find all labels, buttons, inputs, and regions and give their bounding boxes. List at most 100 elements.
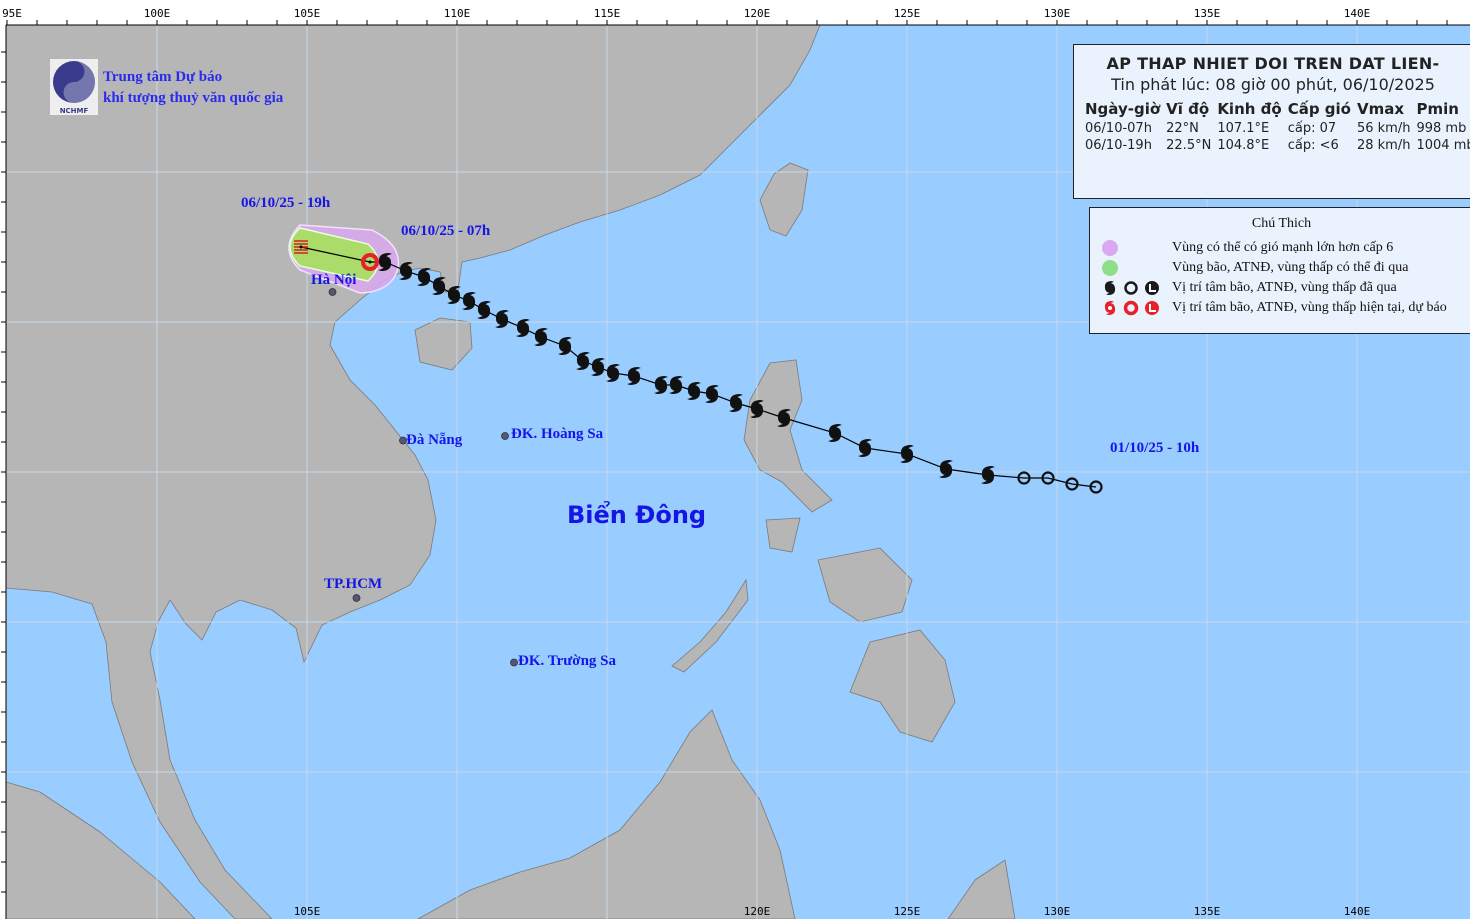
past-storm-marker bbox=[900, 445, 914, 463]
past-storm-marker bbox=[981, 466, 995, 484]
land-palawan bbox=[671, 578, 749, 673]
place-marker bbox=[352, 594, 361, 602]
legend-item-current-position: Vị trí tâm bão, ATNĐ, vùng thấp hiện tại… bbox=[1102, 298, 1447, 318]
land-sumatra bbox=[5, 781, 196, 919]
top-axis-label: 140E bbox=[1343, 7, 1371, 20]
bulletin-issued-time: Tin phát lúc: 08 giờ 00 phút, 06/10/2025 bbox=[1111, 75, 1435, 94]
cell: 104.8°E bbox=[1217, 138, 1270, 153]
place-marker bbox=[328, 288, 337, 296]
col-pmin: Pmin bbox=[1416, 100, 1459, 118]
place-truong-sa: ĐK. Trường Sa bbox=[518, 653, 617, 669]
cell: 998 mb bbox=[1416, 121, 1467, 136]
cell: 28 km/h bbox=[1356, 138, 1411, 153]
storm-track bbox=[294, 240, 1103, 494]
nchmf-logo: NCHMF bbox=[50, 59, 98, 115]
past-storm-marker bbox=[495, 310, 509, 328]
past-storm-marker bbox=[705, 385, 719, 403]
cell: 56 km/h bbox=[1356, 121, 1411, 136]
top-axis-label: 120E bbox=[743, 7, 771, 20]
past-storm-marker bbox=[558, 337, 572, 355]
cell: 22.5°N bbox=[1166, 138, 1212, 153]
col-lat: Vĩ độ bbox=[1166, 100, 1210, 118]
col-vmax: Vmax bbox=[1356, 100, 1405, 118]
land-hainan bbox=[414, 317, 473, 371]
legend-text: Vị trí tâm bão, ATNĐ, vùng thấp hiện tại… bbox=[1172, 300, 1447, 315]
top-axis-label: 100E bbox=[143, 7, 171, 20]
bottom-axis-label: 130E bbox=[1043, 905, 1071, 918]
past-depression-marker bbox=[1065, 477, 1079, 491]
legend-title: Chú Thich bbox=[1251, 216, 1312, 231]
top-axis-label: 115E bbox=[593, 7, 621, 20]
past-position-icons bbox=[1104, 281, 1159, 295]
land-mindoro bbox=[765, 517, 801, 553]
top-axis-label: 130E bbox=[1043, 7, 1071, 20]
past-depression-marker bbox=[1089, 480, 1103, 494]
land-mindanao bbox=[849, 629, 956, 743]
past-storm-marker bbox=[378, 253, 392, 271]
land-visayas bbox=[817, 547, 913, 623]
past-storm-marker bbox=[606, 364, 620, 382]
cell: cấp: 07 bbox=[1287, 121, 1337, 136]
table-header: Ngày-giờ Vĩ độ Kinh độ Cấp gió Vmax Pmin bbox=[1085, 100, 1470, 121]
past-storm-marker bbox=[627, 367, 641, 385]
col-lon: Kinh độ bbox=[1217, 100, 1282, 118]
land-sulawesi bbox=[947, 859, 1016, 919]
top-axis-label: 105E bbox=[293, 7, 321, 20]
past-storm-marker bbox=[858, 439, 872, 457]
cell: 107.1°E bbox=[1217, 121, 1270, 136]
place-marker bbox=[399, 436, 407, 445]
land-taiwan bbox=[759, 162, 809, 237]
bottom-axis-label: 120E bbox=[743, 905, 771, 918]
past-storm-marker bbox=[591, 358, 605, 376]
past-storm-marker bbox=[462, 292, 476, 310]
sea-label-bien-dong: Biển Đông bbox=[567, 501, 707, 529]
start-time-label: 01/10/25 - 10h bbox=[1110, 440, 1200, 456]
legend-item-strong-wind: Vùng có thể có gió mạnh lớn hơn cấp 6 bbox=[1102, 238, 1393, 258]
table-row: 06/10-07h 22°N 107.1°E cấp: 07 56 km/h 9… bbox=[1085, 121, 1470, 138]
past-storm-marker bbox=[399, 262, 413, 280]
table-row: 06/10-19h 22.5°N 104.8°E cấp: <6 28 km/h… bbox=[1085, 138, 1470, 155]
current-position-marker bbox=[361, 253, 379, 271]
cell: 06/10-19h bbox=[1085, 138, 1152, 153]
bottom-axis-label: 135E bbox=[1193, 905, 1221, 918]
past-storm-marker bbox=[777, 409, 791, 427]
past-storm-marker bbox=[654, 376, 668, 394]
legend-item-danger-area: Vùng bão, ATNĐ, vùng thấp có thể đi qua bbox=[1102, 258, 1408, 278]
legend-text: Vùng bão, ATNĐ, vùng thấp có thể đi qua bbox=[1172, 260, 1409, 275]
cell: 06/10-07h bbox=[1085, 121, 1152, 136]
axis-ticks bbox=[1, 20, 1470, 919]
cell: 1004 mb bbox=[1416, 138, 1470, 153]
legend: Chú Thich Vùng có thể có gió mạnh lớn hơ… bbox=[1089, 207, 1470, 334]
org-name-line1: Trung tâm Dự báo bbox=[103, 69, 223, 85]
past-storm-marker bbox=[729, 394, 743, 412]
current-time-label: 06/10/25 - 07h bbox=[401, 223, 491, 239]
past-storm-marker bbox=[447, 286, 461, 304]
org-name: Trung tâm Dự báo khí tượng thuỷ văn quốc… bbox=[103, 67, 283, 109]
bottom-axis-label: 105E bbox=[293, 905, 321, 918]
place-hoang-sa: ĐK. Hoàng Sa bbox=[511, 426, 604, 442]
current-position-center bbox=[368, 260, 372, 264]
col-datetime: Ngày-giờ bbox=[1085, 100, 1161, 118]
forecast-time-label: 06/10/25 - 19h bbox=[241, 195, 331, 211]
place-marker bbox=[510, 658, 518, 667]
purple-circle-icon bbox=[1102, 240, 1118, 256]
legend-item-past-position: Vị trí tâm bão, ATNĐ, vùng thấp đã qua bbox=[1102, 278, 1397, 298]
past-storm-marker bbox=[828, 424, 842, 442]
past-storm-marker bbox=[939, 460, 953, 478]
past-depression-marker bbox=[1017, 471, 1031, 485]
cell: 22°N bbox=[1166, 121, 1199, 136]
top-axis-label: 135E bbox=[1193, 7, 1221, 20]
past-storm-marker bbox=[750, 400, 764, 418]
place-marker bbox=[501, 432, 509, 440]
bottom-axis-label: 140E bbox=[1343, 905, 1371, 918]
past-depression-marker bbox=[1041, 471, 1055, 485]
past-storm-marker bbox=[534, 328, 548, 346]
bottom-axis-label: 125E bbox=[893, 905, 921, 918]
top-axis-label: 95E bbox=[2, 7, 22, 20]
cell: cấp: <6 bbox=[1287, 138, 1339, 153]
col-wind-level: Cấp gió bbox=[1287, 100, 1351, 118]
forecast-table: Ngày-giờ Vĩ độ Kinh độ Cấp gió Vmax Pmin… bbox=[1085, 100, 1470, 155]
green-circle-icon bbox=[1102, 260, 1118, 276]
bulletin-title: AP THAP NHIET DOI TREN DAT LIEN- bbox=[1106, 54, 1440, 73]
past-storm-marker bbox=[687, 382, 701, 400]
